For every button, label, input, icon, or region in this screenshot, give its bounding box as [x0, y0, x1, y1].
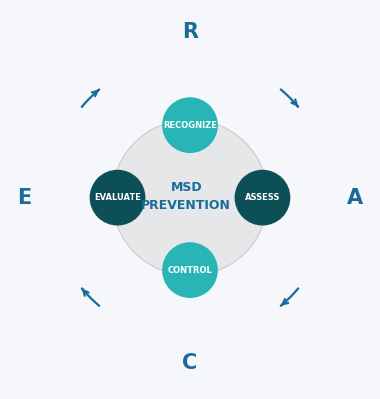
Text: R: R	[182, 22, 198, 42]
Text: C: C	[182, 353, 198, 373]
Text: MSD: MSD	[171, 181, 202, 194]
Text: EVALUATE: EVALUATE	[94, 193, 141, 202]
Text: ASSESS: ASSESS	[245, 193, 280, 202]
Text: CONTROL: CONTROL	[168, 266, 212, 275]
Text: PREVENTION: PREVENTION	[141, 200, 231, 212]
Circle shape	[162, 97, 218, 153]
Text: E: E	[17, 188, 32, 207]
Circle shape	[234, 170, 290, 225]
Text: A: A	[347, 188, 363, 207]
Circle shape	[90, 170, 146, 225]
Text: RECOGNIZE: RECOGNIZE	[163, 120, 217, 130]
Circle shape	[112, 120, 268, 276]
Circle shape	[162, 242, 218, 298]
